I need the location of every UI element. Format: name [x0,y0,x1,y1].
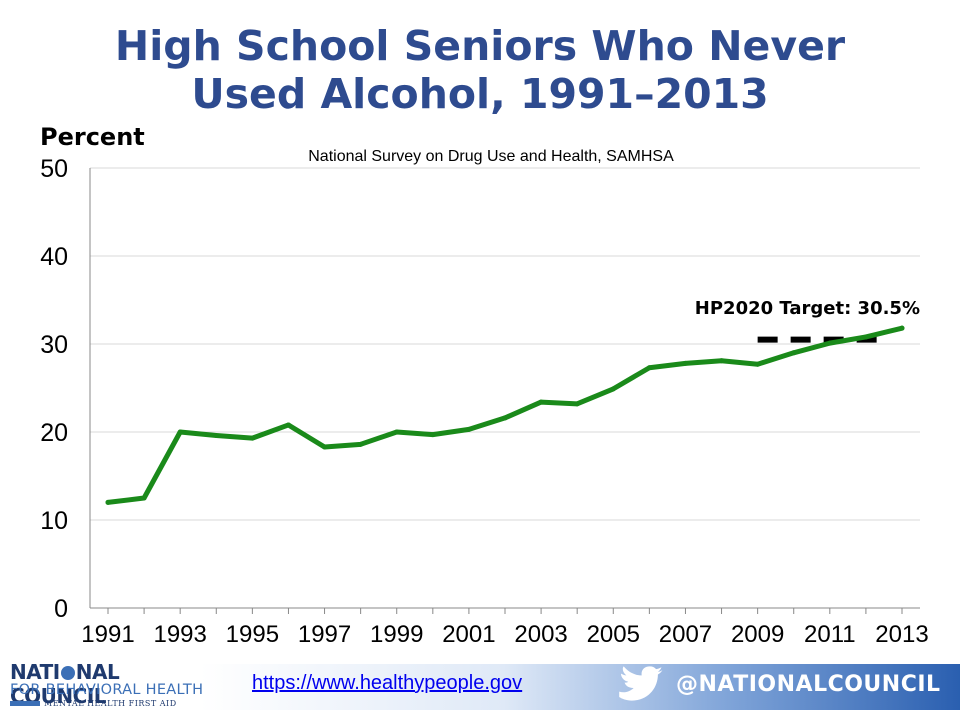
twitter-bird-icon [619,666,663,701]
data-point [322,444,328,450]
y-tick-label: 50 [40,155,68,183]
x-tick-label: 2001 [442,621,495,648]
data-point [141,495,147,501]
x-tick-label: 2009 [731,621,784,648]
data-point [538,399,544,405]
chart-title: High School Seniors Who Never Used Alcoh… [0,22,960,118]
target-label: HP2020 Target: 30.5% [695,298,920,319]
healthypeople-link[interactable]: https://www.healthypeople.gov [252,672,523,694]
logo-bar [10,701,40,706]
data-point [213,433,219,439]
data-point [574,401,580,407]
data-point [755,361,761,367]
series-line [105,325,905,505]
data-point [285,422,291,428]
y-tick-label: 10 [40,507,68,535]
data-point [502,415,508,421]
logo-line-2: FOR BEHAVIORAL HEALTH [10,682,204,698]
x-tick-label: 2007 [659,621,712,648]
data-point [394,429,400,435]
y-axis-label: Percent [40,123,145,151]
data-point [177,429,183,435]
twitter-handle: @NATIONALCOUNCIL [676,672,941,697]
data-point [682,360,688,366]
data-point [249,435,255,441]
data-point [899,325,905,331]
data-point [358,441,364,447]
x-tick-label: 2005 [587,621,640,648]
data-point [791,350,797,356]
data-point [827,340,833,346]
x-tick-label: 2013 [875,621,928,648]
data-point [105,499,111,505]
data-point [430,432,436,438]
x-tick-label: 1997 [298,621,351,648]
footer-banner [200,664,960,710]
y-tick-label: 0 [54,595,68,623]
x-tick-label: 1991 [81,621,134,648]
data-point [466,426,472,432]
title-line-1: High School Seniors Who Never [114,22,846,70]
line-chart: 0 10 20 30 40 50 Percent 1991 1993 1995 1997 1999 20… [40,123,929,648]
x-tick-label: 2011 [804,621,856,648]
data-point [610,386,616,392]
title-line-2: Used Alcohol, 1991–2013 [191,70,769,118]
y-tick-label: 30 [40,331,68,359]
data-point [863,334,869,340]
data-point [719,358,725,364]
x-tick-label: 2003 [514,621,567,648]
x-tick-label: 1993 [153,621,206,648]
data-point [646,365,652,371]
national-council-logo: NATI NAL COUNCIL FOR BEHAVIORAL HEALTH ME… [10,658,210,710]
logo-line-3: MENTAL HEALTH FIRST AID [44,699,177,708]
y-tick-label: 20 [40,419,68,447]
y-tick-label: 40 [40,243,68,271]
x-tick-label: 1999 [370,621,423,648]
x-tick-label: 1995 [226,621,279,648]
source-note: National Survey on Drug Use and Health, … [308,148,674,165]
footer-bar: NATI NAL COUNCIL FOR BEHAVIORAL HEALTH ME… [0,658,960,710]
